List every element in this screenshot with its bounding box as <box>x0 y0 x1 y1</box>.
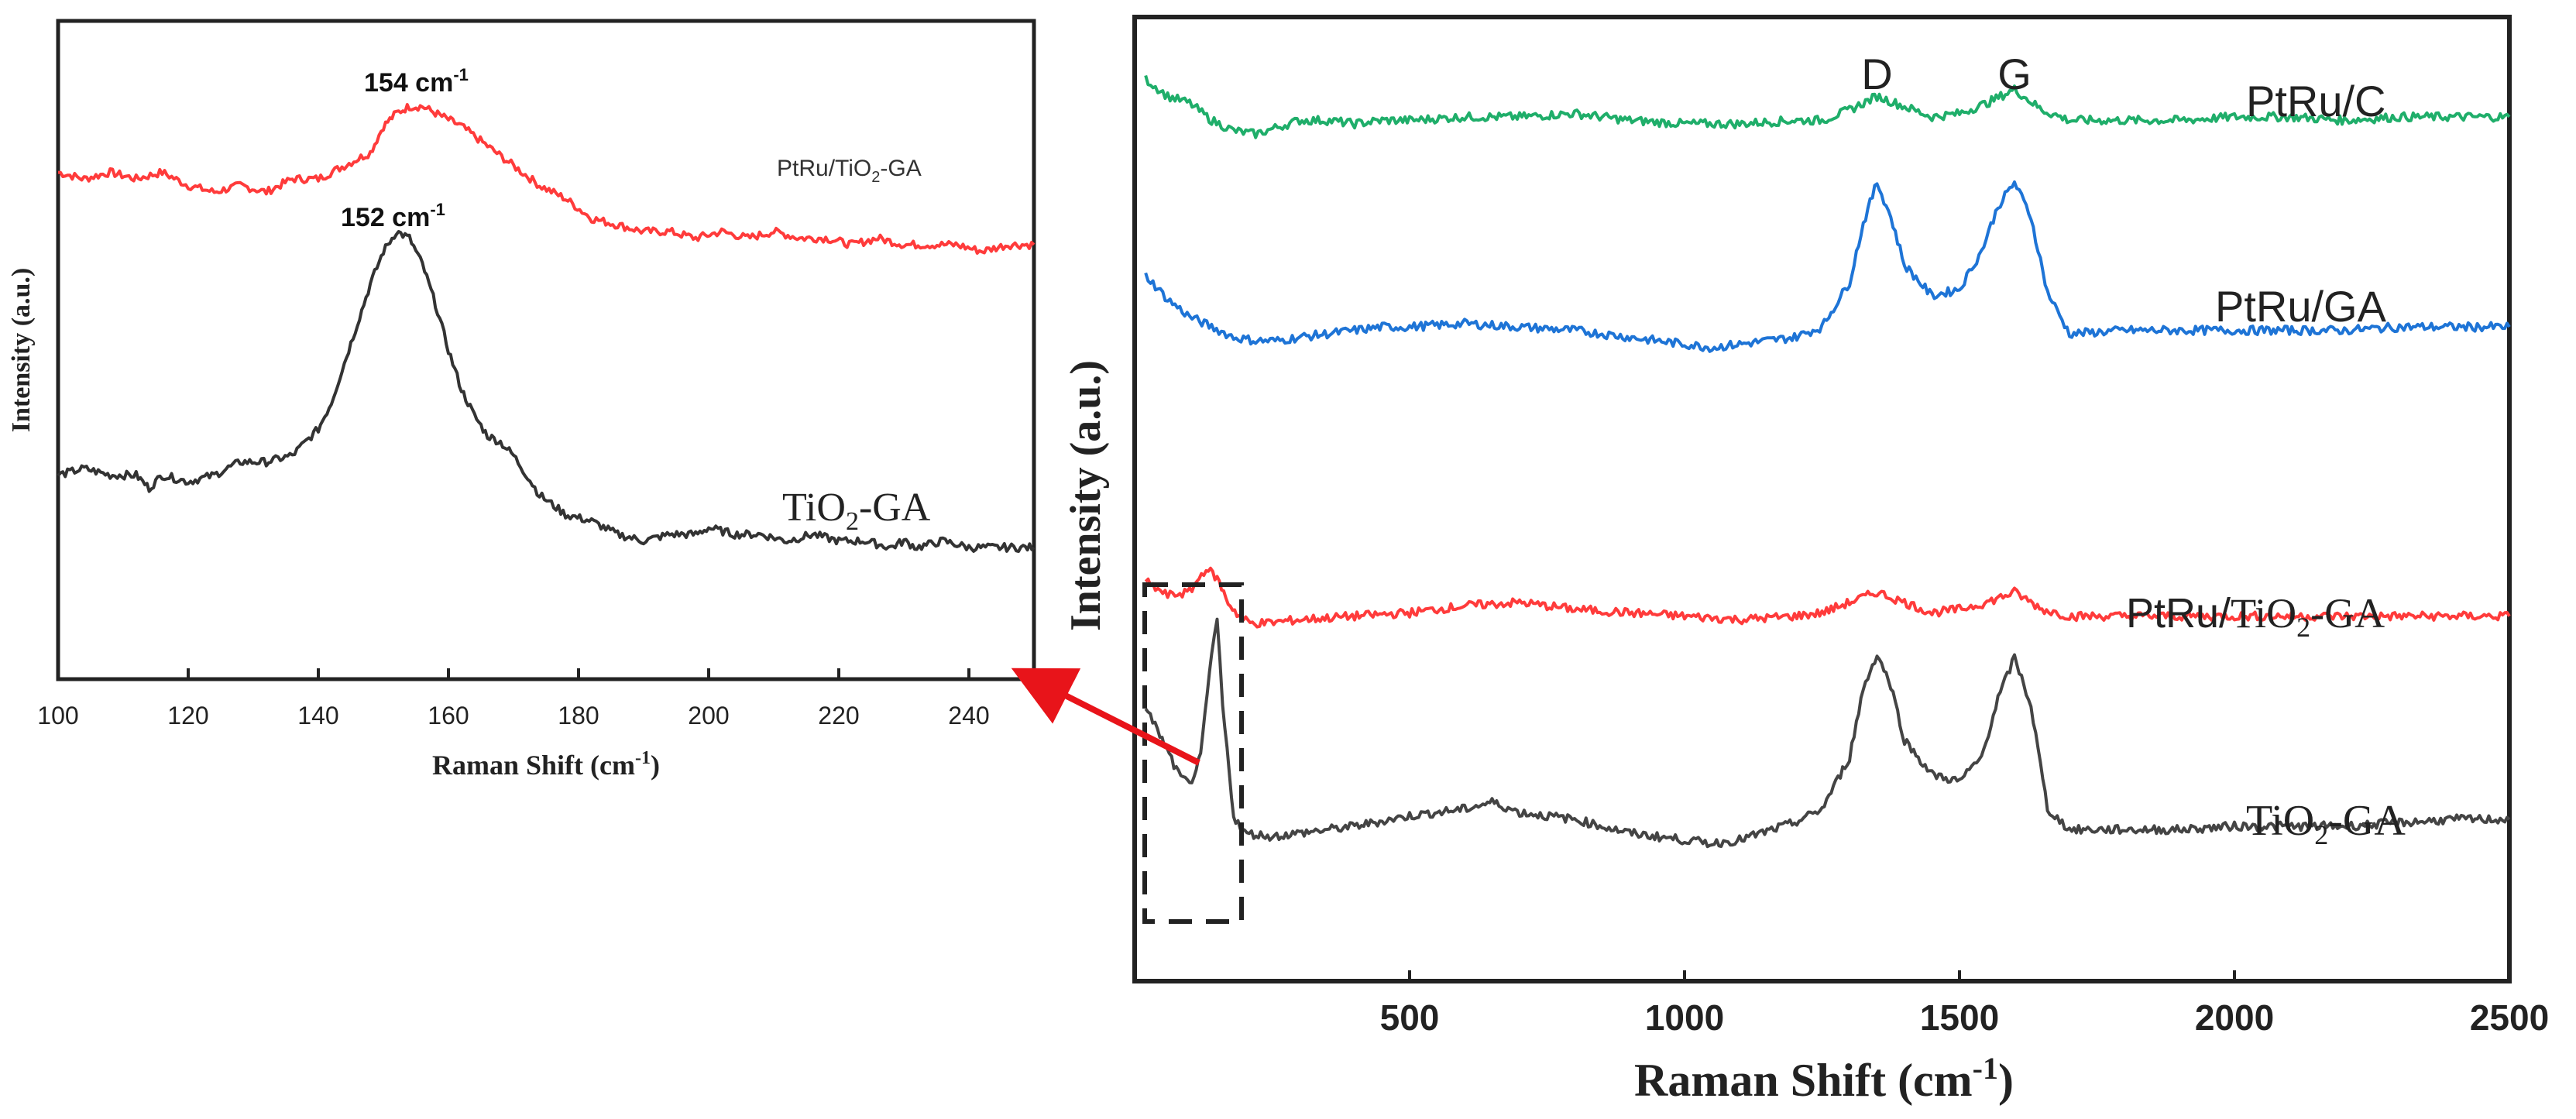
main-xlabel-main: Raman Shift (cm <box>1634 1055 1973 1106</box>
main-series-line-ptru-c-0 <box>1144 74 2511 139</box>
main-x-tick-label-500: 500 <box>1380 997 1440 1038</box>
inset-x-tick-label-120: 120 <box>167 702 208 729</box>
inset-x-tick-label-200: 200 <box>688 702 729 729</box>
main-series-group <box>1144 74 2511 849</box>
main-series-label-tio2-ga-suffix: -GA <box>2328 797 2406 845</box>
main-series-label-ptru-ga: PtRu/GA <box>2215 282 2387 331</box>
main-series-line-ptru-tio2-ga-2 <box>1144 566 2511 629</box>
main-x-axis-ticks: 500 1000 1500 2000 2500 <box>1380 970 2549 1038</box>
inset-x-tick-label-180: 180 <box>558 702 599 729</box>
inset-series-label-tio2-ga-sub: 2 <box>846 507 859 536</box>
inset-x-tick-label-160: 160 <box>428 702 469 729</box>
inset-x-tick-label-140: 140 <box>297 702 338 729</box>
main-xlabel: Raman Shift (cm-1) <box>1634 1051 2014 1106</box>
main-series-label-ptru-tio2-ga-prefix: PtRu/ <box>2126 590 2231 637</box>
main-series-label-ptru-tio2-ga-suffix: -GA <box>2310 590 2385 637</box>
inset-ylabel: Intensity (a.u.) <box>7 268 36 433</box>
main-series-label-tio2-ga: TiO2-GA <box>2246 797 2406 850</box>
zoom-region-box <box>1142 582 1244 924</box>
inset-annotation-152-sup: -1 <box>430 200 445 219</box>
main-plot-frame <box>1132 15 2512 983</box>
inset-x-tick-label-100: 100 <box>37 702 78 729</box>
peak-label-g: G <box>1997 50 2032 98</box>
inset-panel: 100 120 140 160 180 200 220 240 Intensity (a.u.… <box>7 19 1036 781</box>
main-xlabel-sup: -1 <box>1973 1051 1998 1086</box>
inset-series-label-ptru-tio2-ga-main: TiO <box>835 156 871 181</box>
main-x-tick-label-2500: 2500 <box>2470 997 2549 1038</box>
main-series-line-tio2-ga-3 <box>1144 617 2511 849</box>
main-ylabel: Intensity (a.u.) <box>1062 360 1110 631</box>
inset-xlabel: Raman Shift (cm-1) <box>432 748 660 781</box>
main-series-label-tio2-ga-main: TiO <box>2246 797 2314 845</box>
inset-series-label-tio2-ga-main: TiO <box>782 486 846 530</box>
inset-series-label-tio2-ga-suffix: -GA <box>859 486 931 530</box>
inset-x-tick-label-240: 240 <box>948 702 989 729</box>
inset-annotation-154-text: 154 cm <box>364 68 453 98</box>
inset-plot-frame <box>56 19 1036 681</box>
main-series-label-ptru-tio2-ga-main: TiO <box>2231 590 2296 637</box>
inset-xlabel-sup: -1 <box>635 748 651 768</box>
inset-series-label-tio2-ga: TiO2-GA <box>782 486 931 536</box>
inset-series-line-tio2-ga-1 <box>57 230 1036 553</box>
inset-series-group <box>57 103 1036 553</box>
inset-x-axis-ticks: 100 120 140 160 180 200 220 240 <box>37 668 990 729</box>
main-x-tick-label-1500: 1500 <box>1920 997 1999 1038</box>
main-series-label-ptru-c: PtRu/C <box>2246 77 2386 125</box>
inset-xlabel-close: ) <box>651 750 660 781</box>
inset-series-label-ptru-tio2-ga-sub: 2 <box>871 169 880 186</box>
main-series-label-ptru-tio2-ga: PtRu/TiO2-GA <box>2126 590 2385 643</box>
inset-annotation-152: 152 cm-1 <box>341 200 445 232</box>
inset-series-label-ptru-tio2-ga-suffix: -GA <box>880 156 921 181</box>
main-x-tick-label-1000: 1000 <box>1645 997 1724 1038</box>
inset-series-label-ptru-tio2-ga-prefix: PtRu/ <box>777 156 836 181</box>
inset-annotation-154: 154 cm-1 <box>364 65 469 98</box>
inset-annotation-152-text: 152 cm <box>341 203 430 232</box>
zoom-connector-arrow <box>1011 668 1200 766</box>
main-panel: 500 1000 1500 2000 2500 Intensity (a.u.) Ram… <box>1062 15 2549 1106</box>
inset-series-label-ptru-tio2-ga: PtRu/TiO2-GA <box>777 156 922 186</box>
inset-annotation-154-sup: -1 <box>453 65 469 84</box>
main-series-label-ptru-tio2-ga-sub: 2 <box>2296 612 2310 643</box>
inset-series-line-ptru-tio2-ga-0 <box>57 103 1036 255</box>
peak-label-d: D <box>1861 50 1892 98</box>
main-xlabel-close: ) <box>1998 1055 2014 1106</box>
inset-xlabel-main: Raman Shift (cm <box>432 750 635 781</box>
main-series-line-ptru-ga-1 <box>1144 180 2511 353</box>
inset-x-tick-label-220: 220 <box>818 702 859 729</box>
main-series-label-tio2-ga-sub: 2 <box>2314 819 2328 850</box>
main-x-tick-label-2000: 2000 <box>2195 997 2274 1038</box>
